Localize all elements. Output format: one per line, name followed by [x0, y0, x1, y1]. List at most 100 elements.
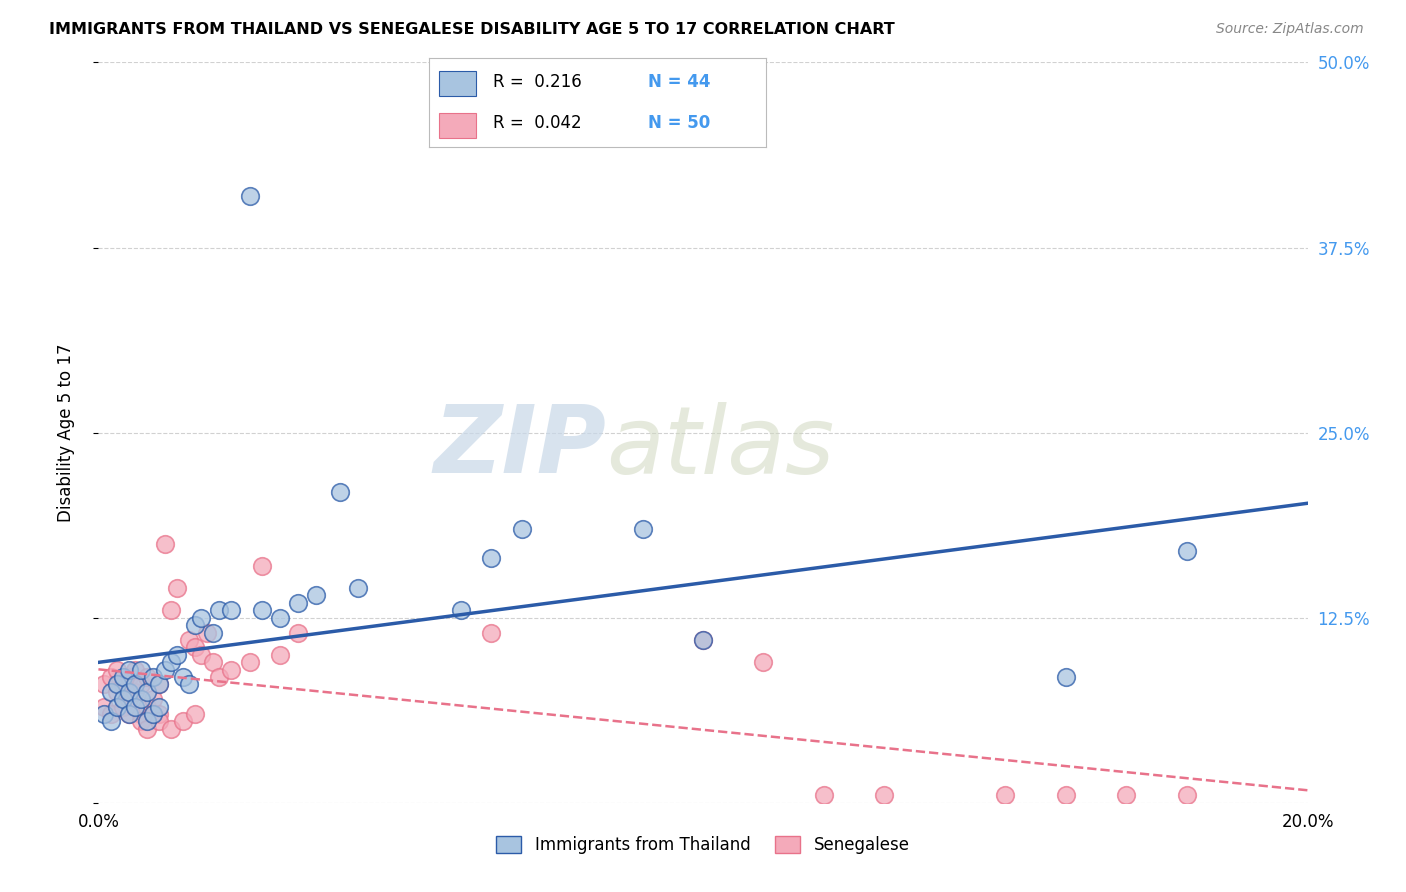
Point [269, 648, 291, 662]
Point [239, 655, 262, 669]
Point [93, 677, 115, 691]
Point [172, 670, 194, 684]
Point [166, 581, 188, 595]
Point [692, 632, 714, 647]
Bar [439, 71, 477, 96]
Point [994, 789, 1017, 803]
Point [148, 699, 170, 714]
Point [481, 625, 503, 640]
Point [179, 677, 201, 691]
Point [873, 789, 896, 803]
Point [124, 677, 146, 691]
Point [100, 706, 122, 721]
Point [100, 685, 122, 699]
Point [287, 596, 309, 610]
Point [692, 632, 714, 647]
Point [184, 640, 207, 655]
Point [329, 484, 352, 499]
Point [118, 670, 141, 684]
Point [1054, 670, 1077, 684]
Point [148, 706, 170, 721]
Point [202, 655, 225, 669]
Point [179, 632, 201, 647]
Point [118, 692, 141, 706]
Point [129, 677, 152, 691]
Point [510, 522, 533, 536]
Text: R =  0.042: R = 0.042 [494, 114, 582, 132]
Point [269, 610, 291, 624]
Point [1115, 789, 1137, 803]
Point [93, 699, 115, 714]
Point [195, 625, 218, 640]
Point [124, 699, 146, 714]
Point [135, 722, 157, 736]
Point [105, 677, 128, 691]
Point [190, 648, 212, 662]
Point [142, 706, 165, 721]
Point [142, 692, 165, 706]
Point [148, 677, 170, 691]
Legend: Immigrants from Thailand, Senegalese: Immigrants from Thailand, Senegalese [489, 830, 917, 861]
Point [1175, 544, 1198, 558]
Point [250, 603, 273, 617]
Point [305, 589, 328, 603]
Point [135, 699, 157, 714]
Point [105, 663, 128, 677]
Point [184, 706, 207, 721]
Text: Source: ZipAtlas.com: Source: ZipAtlas.com [1216, 22, 1364, 37]
Point [118, 685, 141, 699]
Point [153, 663, 176, 677]
Point [221, 663, 243, 677]
Point [172, 714, 194, 729]
Point [111, 699, 134, 714]
Point [129, 692, 152, 706]
Point [118, 663, 141, 677]
Point [100, 714, 122, 729]
Point [481, 551, 503, 566]
Point [184, 618, 207, 632]
Point [148, 714, 170, 729]
Point [142, 706, 165, 721]
Point [111, 670, 134, 684]
Y-axis label: Disability Age 5 to 17: Disability Age 5 to 17 [56, 343, 75, 522]
Point [124, 685, 146, 699]
Bar [439, 113, 477, 138]
Point [208, 603, 231, 617]
Point [153, 536, 176, 550]
Point [250, 558, 273, 573]
Point [752, 655, 775, 669]
Point [1054, 789, 1077, 803]
Point [287, 625, 309, 640]
Point [135, 685, 157, 699]
Point [105, 685, 128, 699]
Point [1175, 789, 1198, 803]
Point [118, 706, 141, 721]
Text: N = 50: N = 50 [648, 114, 710, 132]
Point [100, 670, 122, 684]
Point [631, 522, 654, 536]
Point [124, 663, 146, 677]
Point [190, 610, 212, 624]
Text: ZIP: ZIP [433, 401, 606, 493]
Point [135, 714, 157, 729]
Point [142, 670, 165, 684]
Point [166, 648, 188, 662]
Text: N = 44: N = 44 [648, 73, 710, 91]
Point [129, 714, 152, 729]
Point [813, 789, 835, 803]
Point [129, 663, 152, 677]
Point [93, 706, 115, 721]
Point [208, 670, 231, 684]
Point [239, 188, 262, 202]
Point [221, 603, 243, 617]
Point [160, 603, 183, 617]
Text: R =  0.216: R = 0.216 [494, 73, 582, 91]
Point [129, 706, 152, 721]
Point [160, 722, 183, 736]
Point [118, 706, 141, 721]
Point [135, 670, 157, 684]
Point [105, 699, 128, 714]
Point [148, 677, 170, 691]
Point [347, 581, 370, 595]
Point [450, 603, 472, 617]
